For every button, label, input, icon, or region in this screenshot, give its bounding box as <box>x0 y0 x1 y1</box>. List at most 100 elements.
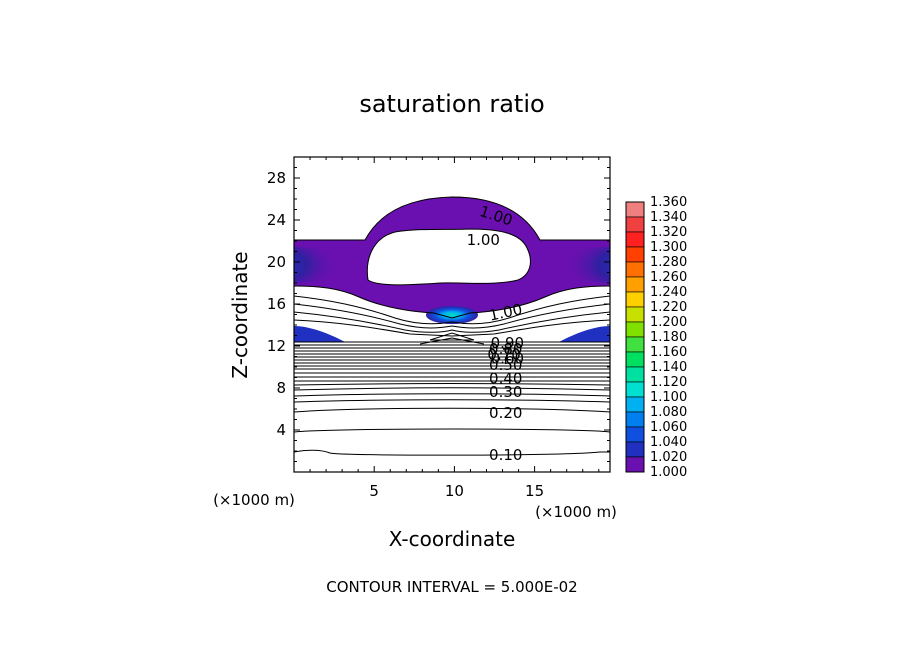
contour-line <box>419 337 485 345</box>
contour-label: 1.00 <box>467 231 500 249</box>
colorbar-label: 1.320 <box>650 225 687 240</box>
x-tick-label: 10 <box>445 482 464 500</box>
colorbar-label: 1.340 <box>650 210 687 225</box>
contour-label-text: 0.10 <box>489 446 522 464</box>
y-tick-label: 28 <box>267 169 286 187</box>
colorbar-label: 1.260 <box>650 270 687 285</box>
contour-label-text: 0.50 <box>489 356 522 374</box>
colorbar-label: 1.240 <box>650 285 687 300</box>
blue-band-right <box>559 326 610 342</box>
contour-label-text: 1.00 <box>467 231 500 249</box>
colorbar-label: 1.140 <box>650 360 687 375</box>
core-maximum <box>426 306 478 324</box>
contour-label: 0.40 <box>489 370 522 388</box>
colorbar-swatch <box>625 276 645 293</box>
y-tick-label: 16 <box>267 295 286 313</box>
contour-line <box>294 311 610 333</box>
y-tick-label: 24 <box>267 211 286 229</box>
colorbar-label: 1.220 <box>650 300 687 315</box>
colorbar-swatch <box>625 381 645 398</box>
colorbar-swatch <box>625 321 645 338</box>
colorbar-label: 1.300 <box>650 240 687 255</box>
contour-label-text: 0.60 <box>491 350 524 368</box>
x-axis-label: X-coordinate <box>389 527 516 551</box>
contour-label: 0.50 <box>489 356 522 374</box>
colorbar-label: 1.040 <box>650 435 687 450</box>
x-axis-ticks: 5 10 15 <box>309 157 600 500</box>
contour-line <box>294 285 610 319</box>
contour-line <box>294 303 610 329</box>
colorbar-label: 1.160 <box>650 345 687 360</box>
colorbar-swatch <box>625 306 645 323</box>
colorbar-label: 1.200 <box>650 315 687 330</box>
contour-label: 0.60 <box>491 350 524 368</box>
colorbar-swatch <box>625 336 645 353</box>
colorbar-swatch <box>625 201 645 218</box>
y-tick-label: 4 <box>276 421 286 439</box>
contour-label: 0.70 <box>487 345 520 363</box>
colorbar-swatch <box>625 351 645 368</box>
colorbar-swatch <box>625 246 645 263</box>
colorbar: 1.3601.3401.3201.3001.2801.2601.2401.220… <box>625 195 687 480</box>
chart-title: saturation ratio <box>359 90 544 118</box>
y-tick-label: 20 <box>267 253 286 271</box>
contour-line <box>294 399 610 403</box>
colorbar-swatch <box>625 396 645 413</box>
x-tick-label: 5 <box>369 482 379 500</box>
colorbar-label: 1.060 <box>650 420 687 435</box>
contour-line <box>429 332 475 341</box>
contour-line <box>294 196 610 241</box>
contour-label: 0.10 <box>489 446 522 464</box>
blue-patch-right <box>564 247 610 283</box>
y-tick-label: 12 <box>267 337 286 355</box>
contour-interval-label: CONTOUR INTERVAL = 5.000E-02 <box>326 578 577 596</box>
contour-fill <box>294 197 610 342</box>
contour-label: 0.30 <box>489 383 522 401</box>
blue-band-left <box>294 326 345 342</box>
colorbar-label: 1.360 <box>650 195 687 210</box>
colorbar-label: 1.020 <box>650 450 687 465</box>
contour-label-text: 0.20 <box>489 404 522 422</box>
colorbar-swatch <box>625 366 645 383</box>
colorbar-swatch <box>625 411 645 428</box>
contour-line <box>294 393 610 397</box>
colorbar-swatch <box>625 216 645 233</box>
contour-label: 0.90 <box>491 334 524 352</box>
contour-label: 0.20 <box>489 404 522 422</box>
colorbar-label: 1.280 <box>650 255 687 270</box>
contour-label-text: 0.70 <box>487 345 520 363</box>
colorbar-label: 1.080 <box>650 405 687 420</box>
subsaturated-pocket <box>366 228 531 286</box>
colorbar-swatch <box>625 441 645 458</box>
contour-label-text: 0.90 <box>491 334 524 352</box>
contour-line <box>294 449 610 456</box>
colorbar-label: 1.180 <box>650 330 687 345</box>
contour-line <box>294 407 610 413</box>
contour-line <box>294 383 610 386</box>
colorbar-label: 1.100 <box>650 390 687 405</box>
colorbar-swatch <box>625 456 645 473</box>
colorbar-swatch <box>625 231 645 248</box>
contour-label-text: 0.40 <box>489 370 522 388</box>
contour-label: 0.80 <box>489 340 522 358</box>
colorbar-label: 1.120 <box>650 375 687 390</box>
contour-line <box>294 428 610 433</box>
y-axis-label: Z-coordinate <box>228 251 252 378</box>
colorbar-label: 1.000 <box>650 465 687 480</box>
x-unit-label: (×1000 m) <box>535 503 617 521</box>
contour-label-text: 0.80 <box>489 340 522 358</box>
x-tick-label: 15 <box>525 482 544 500</box>
blue-patch-left <box>294 247 340 283</box>
y-axis-ticks: 4 8 12 16 20 24 28 <box>267 167 610 462</box>
contour-line <box>294 319 610 337</box>
colorbar-swatch <box>625 291 645 308</box>
contour-line <box>294 295 610 325</box>
contour-line <box>294 387 610 391</box>
y-tick-label: 8 <box>276 379 286 397</box>
contour-lines <box>294 196 610 456</box>
colorbar-frame <box>625 201 645 473</box>
contour-label-text: 0.30 <box>489 383 522 401</box>
colorbar-swatch <box>625 426 645 443</box>
y-unit-label: (×1000 m) <box>213 491 295 509</box>
